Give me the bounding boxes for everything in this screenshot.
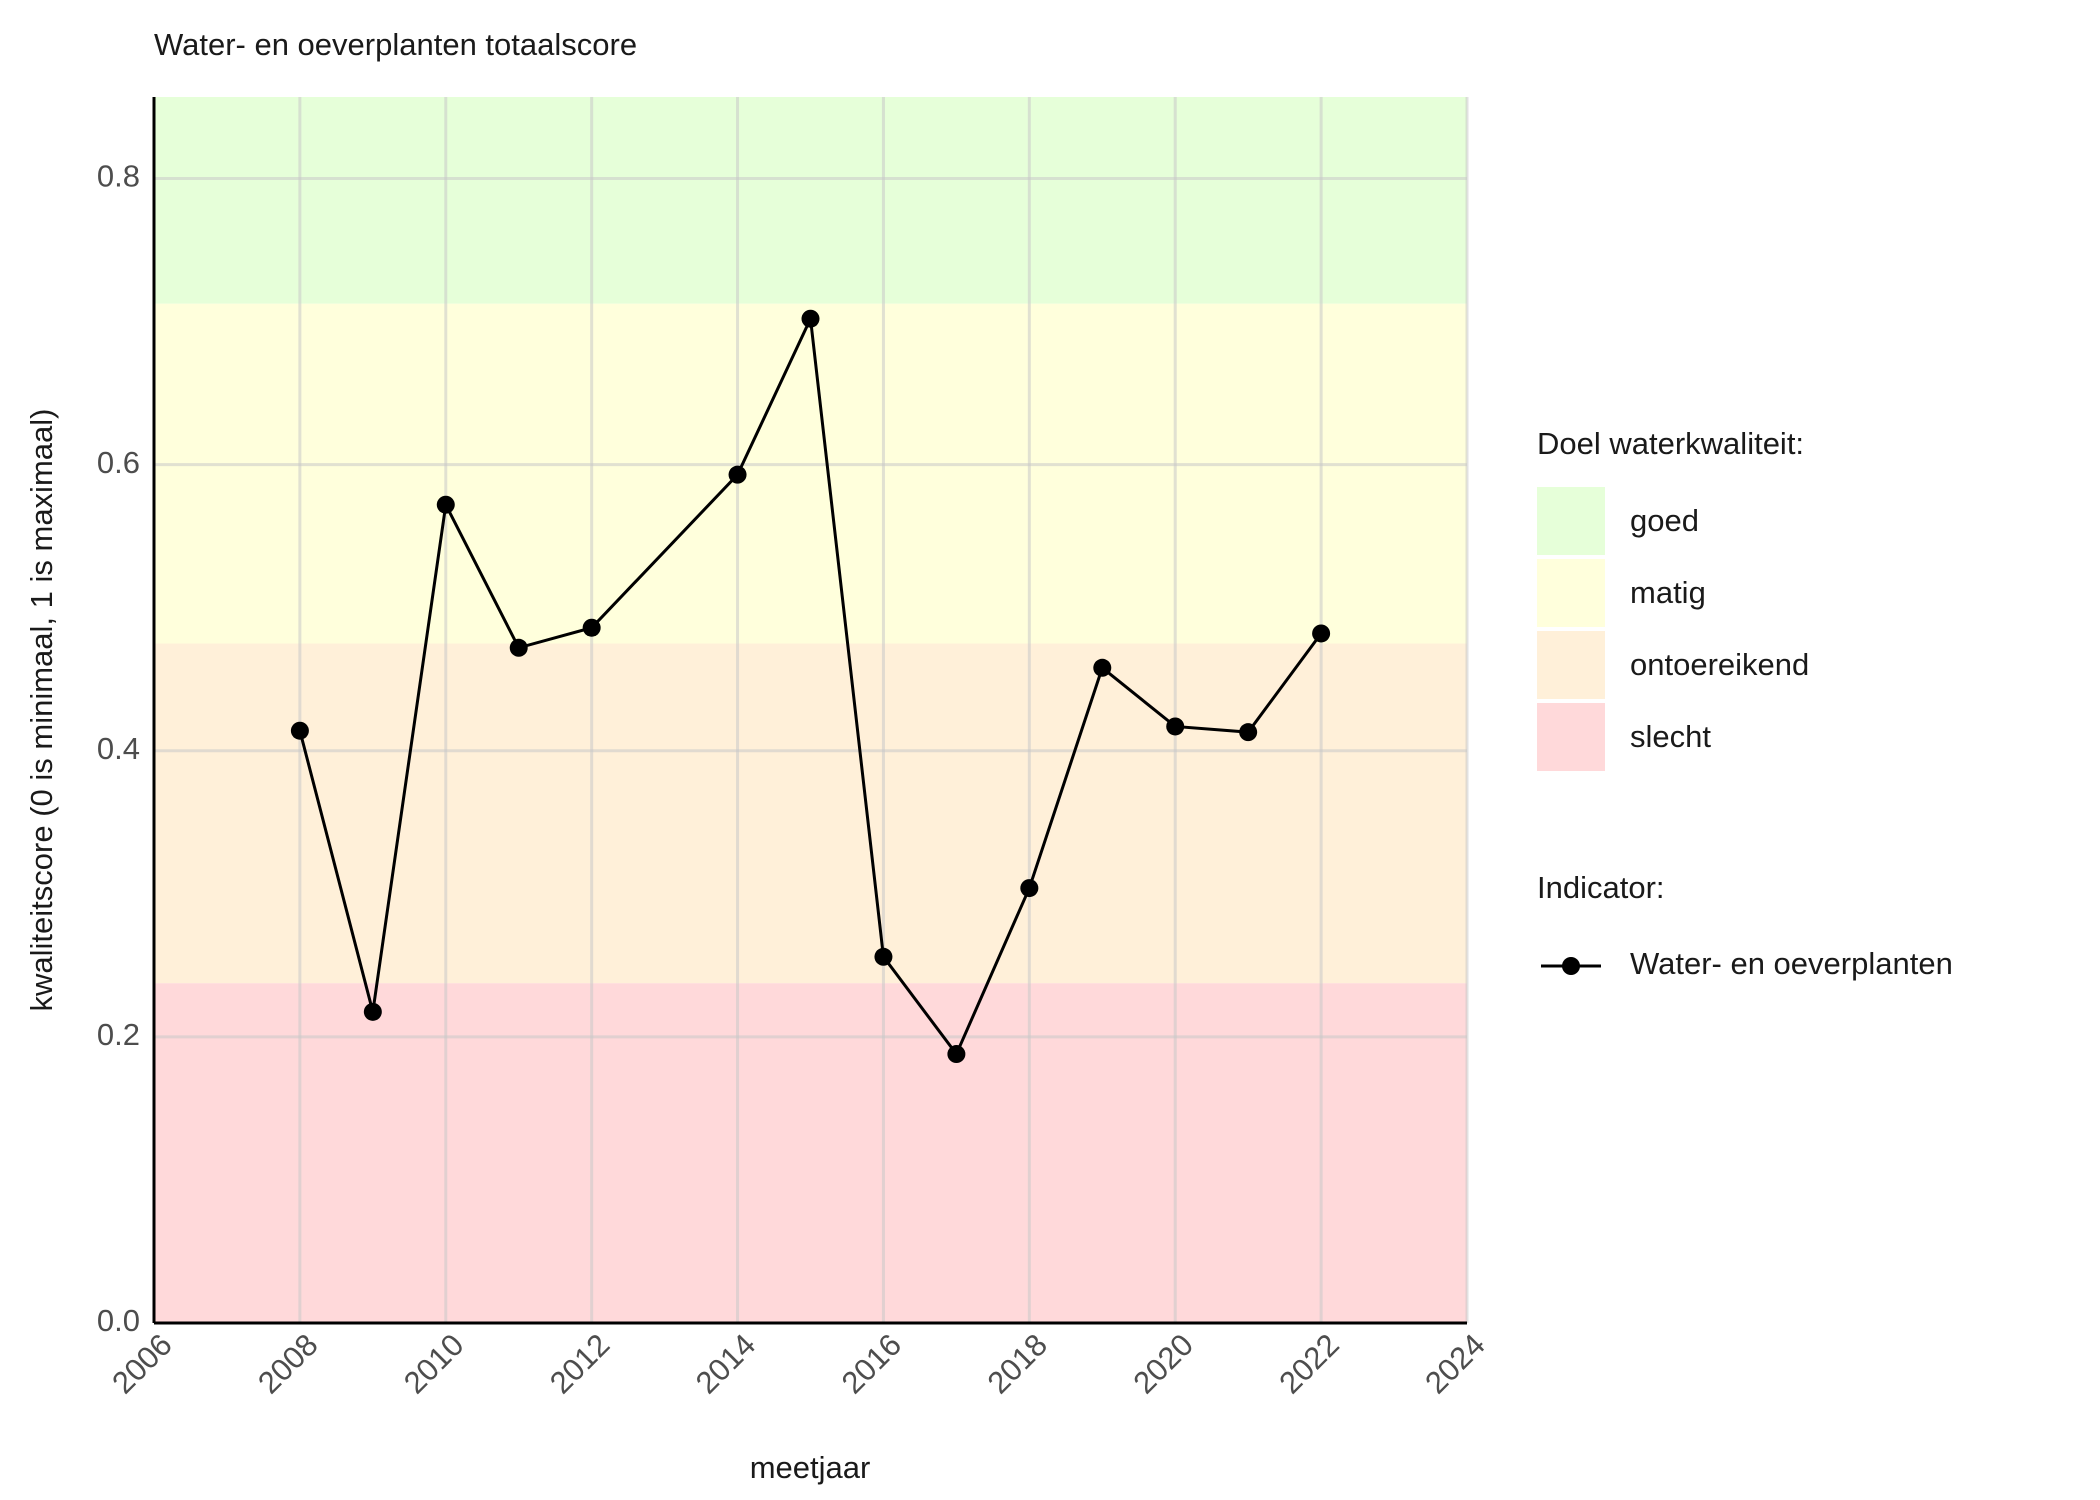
bands [154, 97, 1467, 1323]
x-tick-label: 2020 [1126, 1327, 1200, 1401]
marks [290, 309, 1331, 1064]
x-axis-label: meetjaar [750, 1450, 871, 1485]
point [509, 638, 528, 657]
x-tick-label: 2022 [1272, 1327, 1346, 1401]
legend-swatch [1537, 703, 1605, 771]
point [947, 1045, 966, 1064]
legend-title: Indicator: [1537, 870, 1665, 905]
y-tick-label: 0.8 [97, 159, 140, 194]
band [154, 97, 1467, 304]
y-tick-label: 0.4 [97, 731, 140, 766]
x-tick-label: 2024 [1418, 1327, 1492, 1401]
x-tick-label: 2010 [397, 1327, 471, 1401]
y-axis-label: kwaliteitscore (0 is minimaal, 1 is maxi… [24, 409, 59, 1012]
chart-title: Water- en oeverplanten totaalscore [154, 27, 637, 62]
point [363, 1002, 382, 1021]
point [290, 721, 309, 740]
x-tick-label: 2016 [835, 1327, 909, 1401]
point [1239, 723, 1258, 742]
band [154, 303, 1467, 644]
point [1093, 658, 1112, 677]
legend-label: slecht [1630, 719, 1711, 754]
point [1020, 879, 1039, 898]
point [801, 309, 820, 328]
legend-label: ontoereikend [1630, 647, 1809, 682]
legend-point [1562, 957, 1580, 975]
legend-label: goed [1630, 503, 1699, 538]
legend-swatch [1537, 487, 1605, 555]
band [154, 643, 1467, 984]
legend-swatch [1537, 559, 1605, 627]
x-tick-label: 2018 [981, 1327, 1055, 1401]
legend-label: matig [1630, 575, 1706, 610]
point [1312, 624, 1331, 643]
bands-legend-title: Doel waterkwaliteit: [1537, 426, 1804, 461]
x-tick-label: 2008 [251, 1327, 325, 1401]
point [582, 618, 601, 637]
grid [152, 97, 1469, 1325]
point [1166, 717, 1185, 736]
x-tick-label: 2012 [543, 1327, 617, 1401]
band [154, 983, 1467, 1323]
y-tick-label: 0.2 [97, 1017, 140, 1052]
x-tick-label: 2014 [689, 1327, 763, 1401]
legend-swatch [1537, 631, 1605, 699]
point [728, 465, 747, 484]
series-line [298, 313, 1323, 1058]
y-tick-label: 0.0 [97, 1303, 140, 1338]
point [436, 495, 455, 514]
point [874, 947, 893, 966]
y-tick-label: 0.6 [97, 445, 140, 480]
legend-label: Water- en oeverplanten [1630, 946, 1953, 981]
